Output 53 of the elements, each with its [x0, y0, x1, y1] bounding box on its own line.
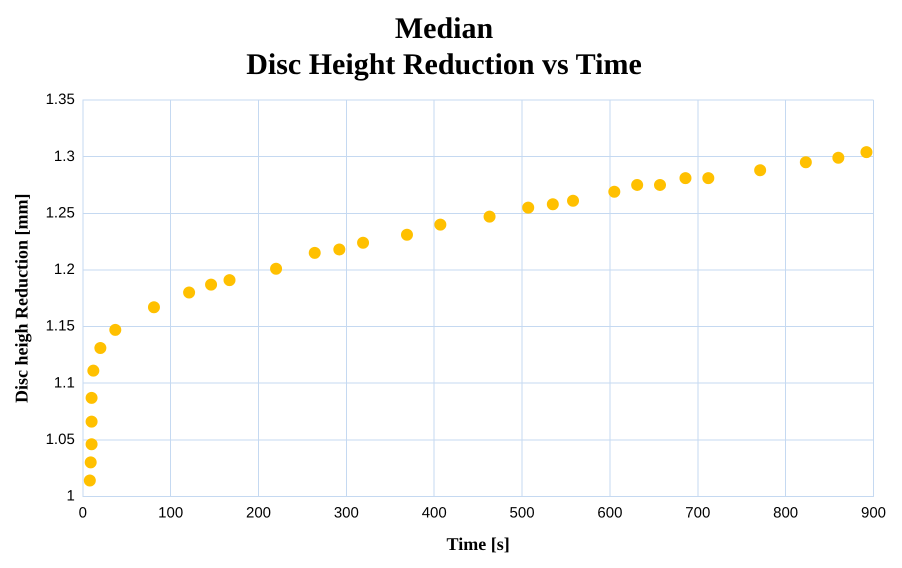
y-tick-label: 1.25	[46, 204, 75, 222]
x-tick-label: 300	[334, 504, 359, 522]
point	[357, 236, 370, 249]
point	[224, 274, 236, 286]
x-tick-label: 500	[510, 504, 535, 522]
point	[86, 416, 98, 428]
point	[84, 456, 97, 468]
point	[84, 474, 96, 487]
text: Disc Height Reduction vs Time	[246, 48, 642, 81]
point	[832, 152, 844, 164]
y-tick-label: 1.35	[46, 91, 75, 108]
y-tick-label: 1.15	[46, 318, 75, 335]
point	[546, 198, 559, 210]
point	[205, 278, 218, 291]
y-tick-label: 1.2	[54, 261, 75, 278]
point	[522, 202, 534, 214]
point	[567, 194, 580, 207]
point	[860, 146, 872, 158]
x-axis-title: Time [s]	[446, 534, 510, 554]
point	[631, 178, 644, 191]
x-tick-label: 600	[597, 504, 622, 522]
y-tick-label: 1.1	[54, 374, 75, 392]
point	[800, 156, 812, 168]
point	[702, 172, 714, 184]
y-tick-label: 1.3	[54, 148, 75, 165]
y-tick-label: 1	[66, 488, 75, 505]
point	[608, 186, 620, 198]
x-tick-label: 400	[422, 504, 447, 522]
x-tick-label: 100	[158, 504, 184, 522]
point	[109, 324, 122, 336]
point	[183, 286, 196, 299]
point	[754, 164, 766, 176]
point	[86, 438, 98, 450]
point	[148, 301, 160, 314]
point	[484, 210, 496, 223]
point	[86, 392, 98, 404]
x-tick-label: 0	[78, 504, 87, 522]
point	[270, 262, 282, 275]
point	[654, 178, 666, 191]
point	[679, 172, 692, 184]
x-tick-label: 800	[773, 504, 798, 522]
y-tick-label: 1.05	[46, 430, 75, 448]
y-axis-title: Disc heigh Reduction [mm]	[11, 193, 32, 403]
point	[94, 342, 106, 354]
point	[400, 228, 413, 241]
x-tick-label: 700	[685, 504, 710, 522]
x-tick-label: 200	[246, 504, 272, 522]
x-tick-label: 900	[860, 504, 886, 522]
point	[333, 244, 346, 256]
point	[434, 218, 446, 231]
point	[308, 246, 321, 259]
point	[87, 364, 100, 377]
text: Median	[394, 12, 494, 45]
